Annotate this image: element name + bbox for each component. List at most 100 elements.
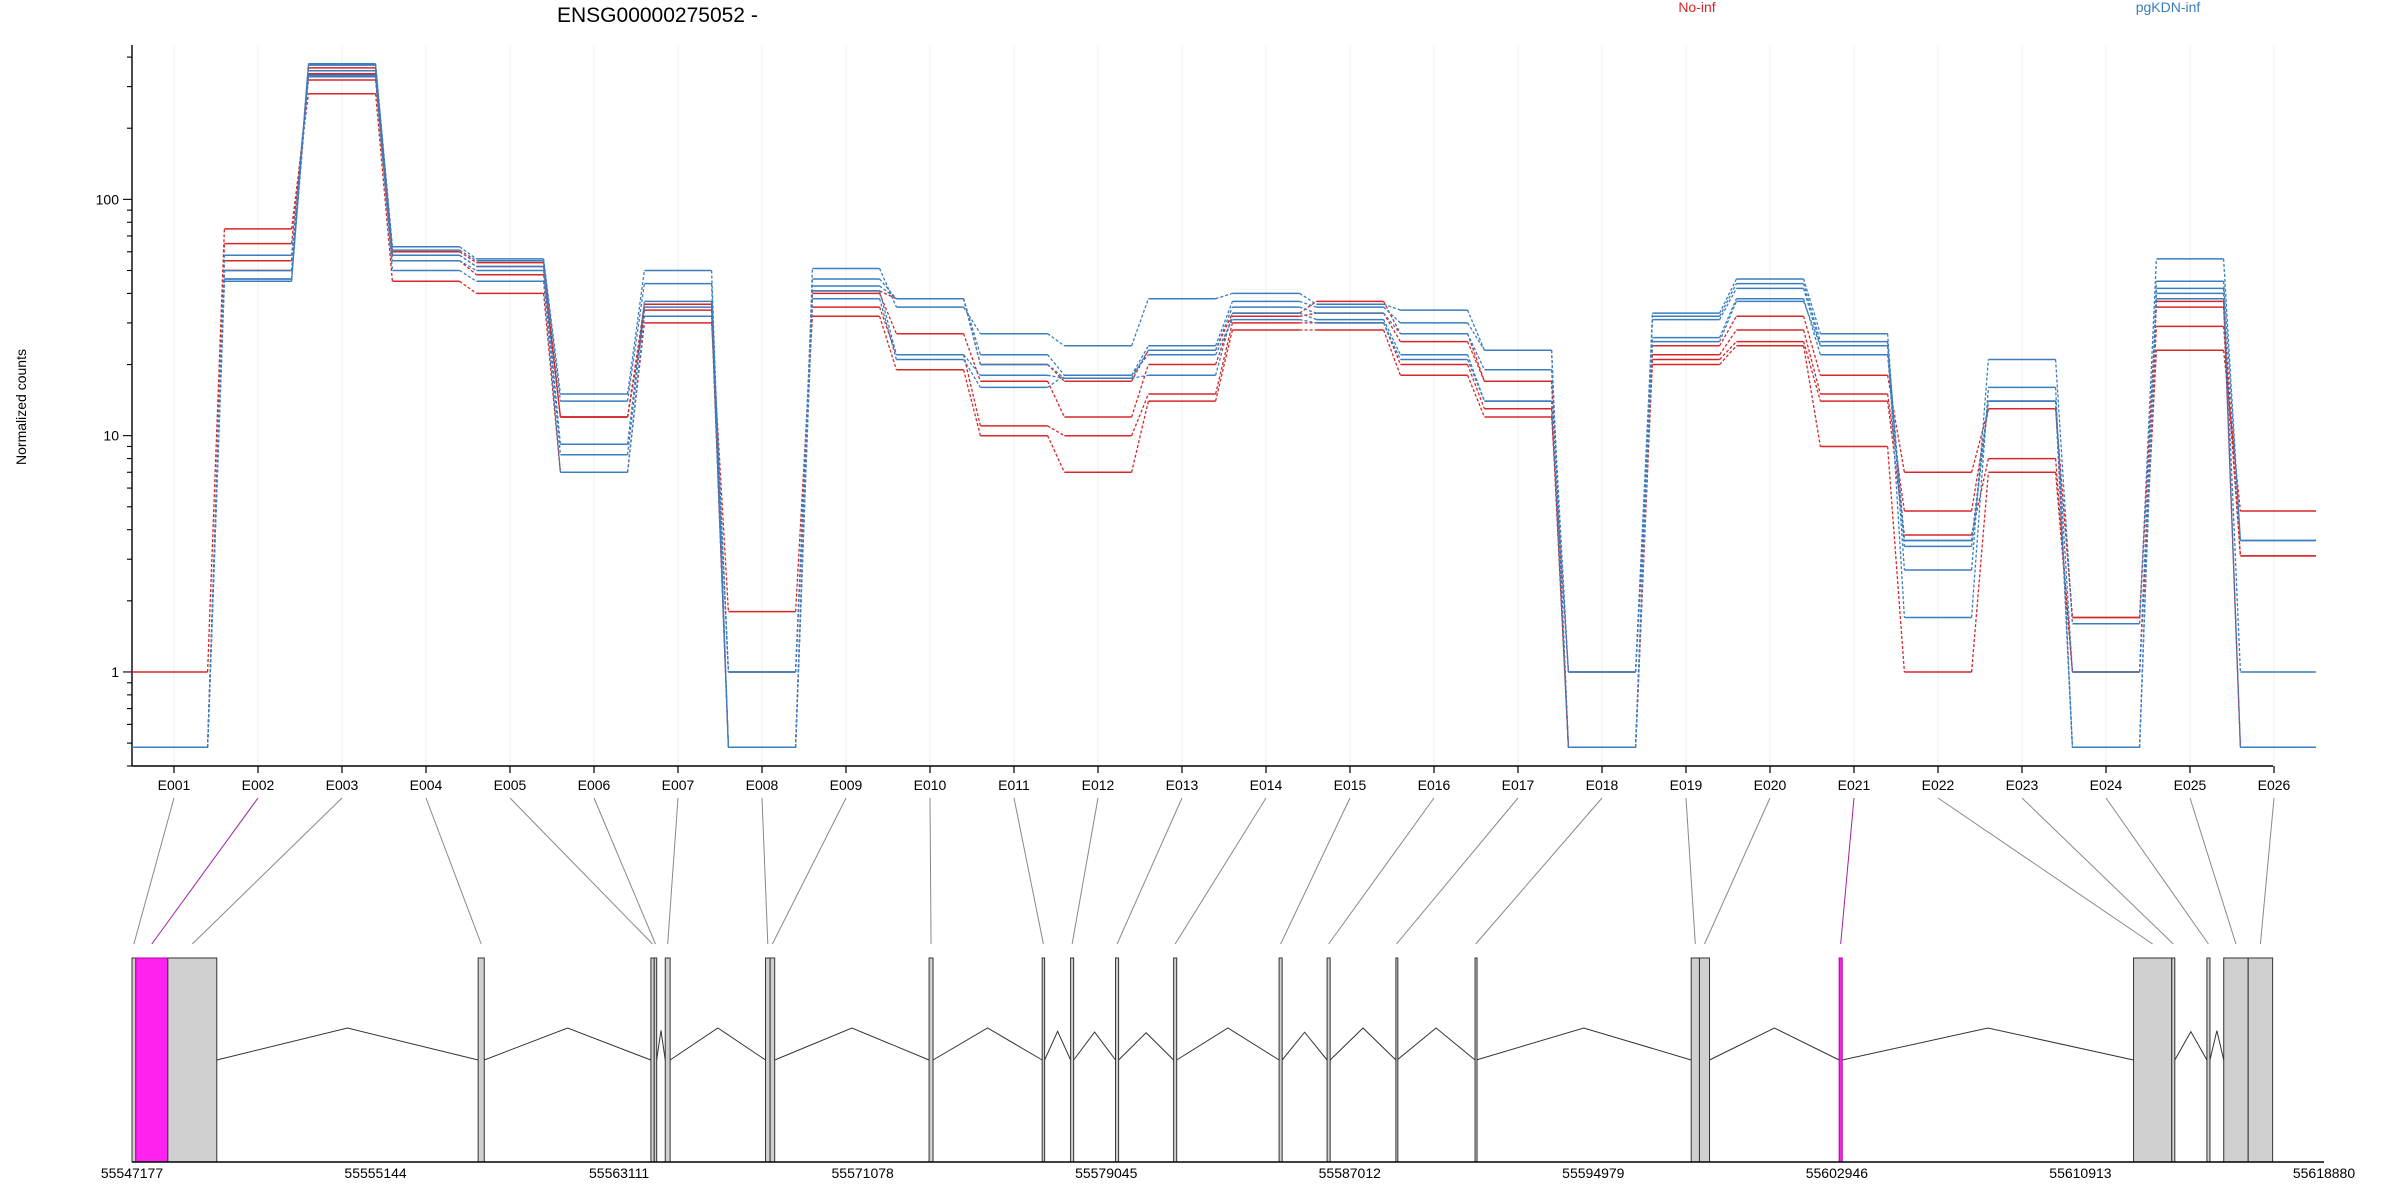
exon-box-e023 — [2171, 957, 2176, 1163]
intron-line — [1073, 1031, 1116, 1061]
connector-e009 — [771, 797, 847, 945]
intron-line — [1709, 1027, 1840, 1061]
exon-box-e011 — [1041, 957, 1046, 1163]
x-tick-label-e002: E002 — [242, 777, 275, 793]
exon-box-e013 — [1115, 957, 1120, 1163]
exon-box-e009 — [769, 957, 776, 1163]
exon-box-e024 — [2206, 957, 2211, 1163]
connector-e017 — [1396, 797, 1519, 945]
series-transitions — [206, 67, 2242, 748]
x-tick-label-e011: E011 — [998, 777, 1030, 793]
intron-line — [656, 1030, 666, 1061]
series-line-1 — [132, 92, 2316, 673]
connector-e007 — [667, 797, 679, 945]
connector-e019 — [1685, 797, 1696, 945]
series-transitions — [206, 70, 2242, 748]
series-line-2 — [132, 79, 2316, 749]
x-tick-label-e024: E024 — [2090, 777, 2123, 793]
exon-box-e016 — [1326, 957, 1331, 1163]
y-tick-label: 100 — [96, 191, 120, 207]
intron-line — [1281, 1031, 1328, 1061]
series-segments — [132, 79, 2316, 749]
x-ticks: E001 E002 E003 E004 E005 E006 E007 E008 E009 E010… — [158, 766, 2291, 793]
series-transitions — [206, 79, 2242, 748]
x-tick-label-e004: E004 — [410, 777, 443, 793]
x-tick-label-e009: E009 — [830, 777, 863, 793]
y-axis-label: Normalized counts — [13, 349, 29, 465]
exon-box-e002 — [135, 957, 169, 1163]
series-segments — [132, 76, 2316, 749]
intron-line — [1329, 1027, 1397, 1061]
x-tick-label-e017: E017 — [1502, 777, 1535, 793]
connector-e020 — [1704, 797, 1771, 945]
x-tick-label-e007: E007 — [662, 777, 695, 793]
exon-box-e010 — [928, 957, 934, 1163]
series-transitions — [206, 75, 2242, 748]
exon-box-e017 — [1395, 957, 1399, 1163]
connector-e025 — [2189, 797, 2237, 945]
connector-e006 — [593, 797, 656, 945]
exon-box-e025 — [2223, 957, 2249, 1163]
x-tick-label-e022: E022 — [1922, 777, 1955, 793]
intron-line — [484, 1027, 652, 1061]
y-tick-label: 1 — [111, 664, 119, 680]
exon-connector-lines — [133, 797, 2275, 945]
exon-box-e004 — [477, 957, 485, 1163]
connector-e013 — [1116, 797, 1183, 945]
coordinate-label: 55587012 — [1319, 1165, 1382, 1181]
connector-e010 — [929, 797, 932, 945]
exon-box-e018 — [1474, 957, 1478, 1163]
coordinate-label: 55610913 — [2049, 1165, 2112, 1181]
connector-e005 — [509, 797, 653, 945]
exon-box-e005 — [650, 957, 655, 1163]
connector-e011 — [1013, 797, 1044, 945]
exon-box-e015 — [1278, 957, 1283, 1163]
series-line-3 — [132, 73, 2316, 749]
coordinate-label: 55594979 — [1562, 1165, 1625, 1181]
x-tick-label-e025: E025 — [2174, 777, 2207, 793]
coordinate-label: 55547177 — [101, 1165, 164, 1181]
intron-line — [2209, 1030, 2225, 1061]
intron-line — [1476, 1027, 1692, 1061]
intron-line — [216, 1027, 479, 1061]
intron-line — [1118, 1032, 1174, 1061]
connector-e026 — [2259, 797, 2275, 945]
grid-lines — [173, 45, 2275, 766]
x-tick-label-e010: E010 — [914, 777, 947, 793]
coordinate-label: 55602946 — [1806, 1165, 1869, 1181]
exon-box-e012 — [1070, 957, 1075, 1163]
connector-e002 — [151, 797, 259, 945]
connector-e001 — [133, 797, 175, 945]
gene-model — [131, 957, 2324, 1163]
intron-line — [1044, 1030, 1072, 1061]
coordinate-label: 55571078 — [832, 1165, 895, 1181]
connector-e023 — [2021, 797, 2174, 945]
intron-line — [932, 1027, 1043, 1061]
x-tick-label-e001: E001 — [158, 777, 191, 793]
x-tick-label-e008: E008 — [746, 777, 779, 793]
series-line-4 — [132, 67, 2316, 749]
coordinate-label: 55618880 — [2293, 1165, 2356, 1181]
intron-line — [1396, 1027, 1476, 1061]
series-transitions — [206, 63, 2242, 748]
connector-e014 — [1174, 797, 1267, 945]
series-transitions — [206, 76, 2242, 748]
exon-box-e014 — [1173, 957, 1178, 1163]
connector-e008 — [761, 797, 769, 945]
series-transitions — [206, 93, 2242, 673]
intron-line — [1842, 1027, 2134, 1061]
exon-box-e003 — [167, 957, 218, 1163]
exon-box-e026 — [2247, 957, 2274, 1163]
y-tick-label: 10 — [103, 428, 119, 444]
connector-e018 — [1475, 797, 1603, 945]
series-line-9 — [132, 76, 2316, 749]
connector-e012 — [1071, 797, 1099, 945]
coordinate-label: 55555144 — [344, 1165, 407, 1181]
coordinate-label: 55563111 — [589, 1165, 649, 1181]
legend-label-no-inf: No-inf — [1678, 0, 1715, 15]
x-tick-label-e023: E023 — [2006, 777, 2039, 793]
connector-e022 — [1937, 797, 2153, 945]
connector-e021 — [1840, 797, 1855, 945]
connector-e003 — [191, 797, 343, 945]
series-transitions — [206, 65, 2242, 748]
